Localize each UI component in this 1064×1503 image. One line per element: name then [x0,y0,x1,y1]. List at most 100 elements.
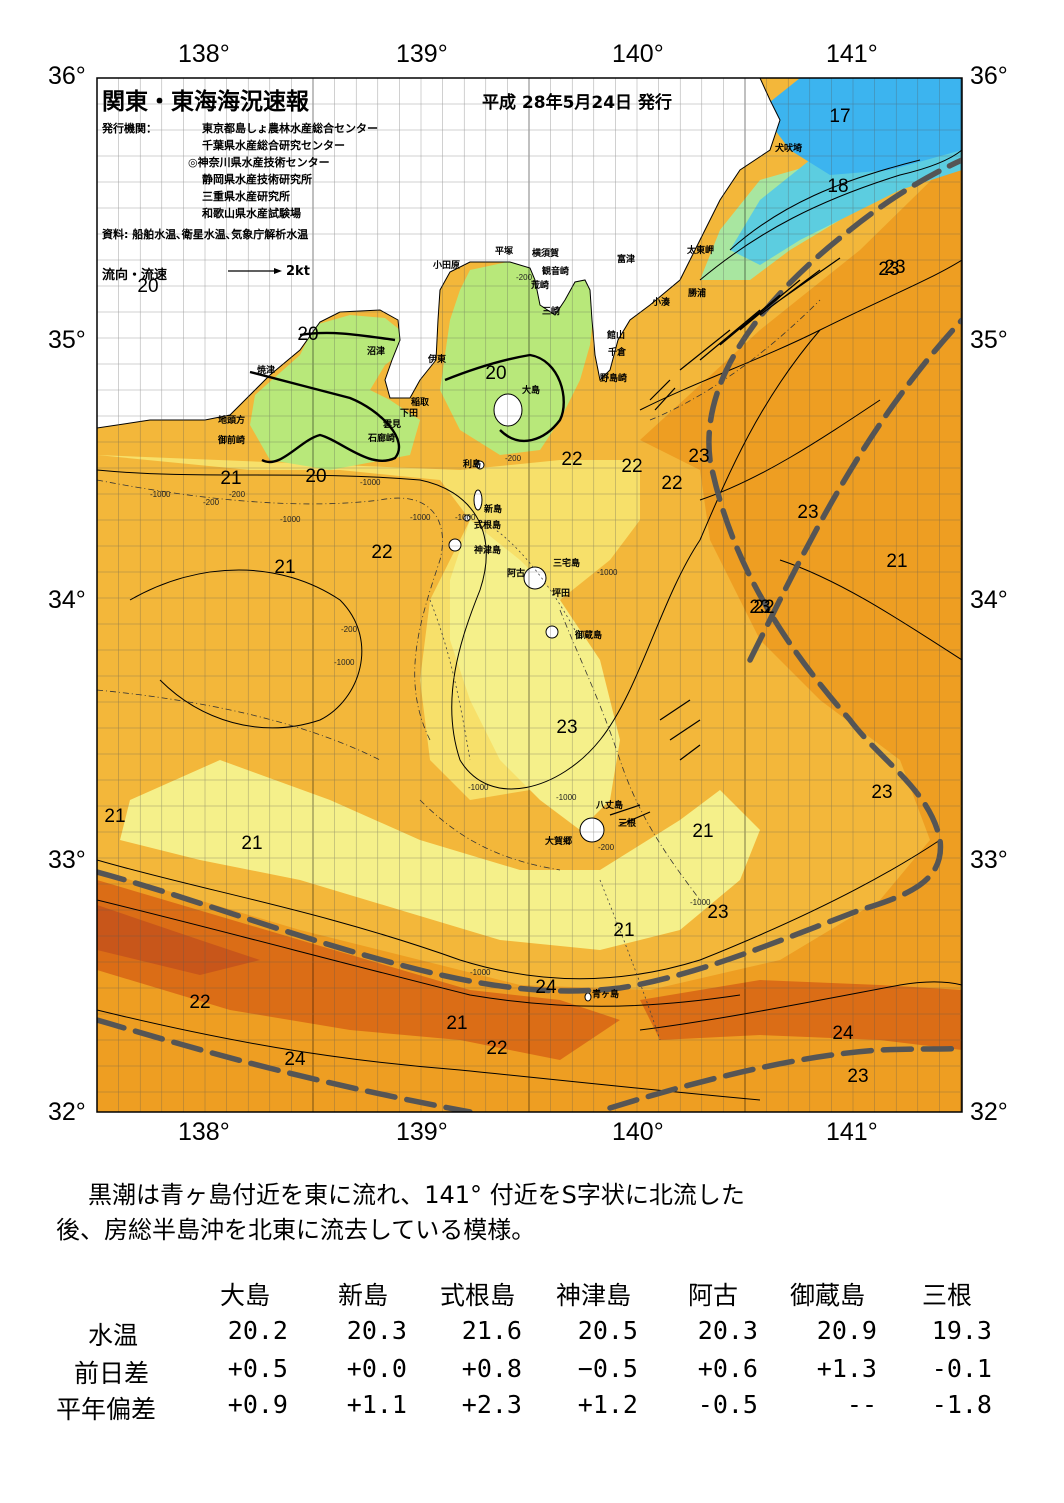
place-label: 大賀郷 [545,835,572,847]
depth-contours [97,299,821,901]
table-cell: 20.2 [227,1316,288,1345]
lat-right-33: 33° [970,846,1008,874]
lon-bottom-139: 139° [396,1118,448,1146]
table-row-label: 前日差 [74,1359,150,1388]
data-sources: 資料: 船舶水温､衛星水温､気象庁解析水温 [102,228,309,241]
isotherm-label: 23 [847,1066,868,1087]
island-aogashima [584,992,592,1002]
isotherm-label: 20 [305,466,326,487]
place-label: 野島崎 [600,372,627,384]
issuer-label: 発行機関： [102,122,157,135]
depth-label: -200 [229,490,246,499]
page-title: 関東・東海海況速報 [102,89,309,115]
island-niijima [473,489,483,511]
table-cell: +0.6 [697,1354,758,1383]
lon-bottom-141: 141° [826,1118,878,1146]
place-label: 石廊崎 [367,432,395,444]
land-honshu [97,78,781,429]
table-cell: −0.5 [577,1354,638,1383]
place-label: 横須賀 [532,247,559,259]
lon-top-138: 138° [178,40,230,68]
depth-label: -1000 [468,783,489,792]
issue-date: 平成 28年5月24日 発行 [482,93,672,113]
isotherm-label: 22 [621,456,642,477]
current-legend-scale: 2kt [286,264,310,279]
place-label: 稲取 [411,396,430,408]
island-mikura [545,625,559,639]
table-cell: +0.8 [461,1354,522,1383]
issuer-5: 三重県水産研究所 [202,190,290,203]
place-label: 地頭方 [218,414,245,426]
place-label: 平塚 [495,245,513,257]
table-row-label: 平年偏差 [56,1395,157,1424]
isotherm-label: 22 [486,1038,507,1059]
place-label: 三宅島 [553,557,580,569]
table-cell: -0.1 [931,1354,992,1383]
lat-right-34: 34° [970,586,1008,614]
issuer-2: 千葉県水産総合研究センター [202,139,345,152]
lat-right-36: 36° [970,62,1008,90]
place-label: 沼津 [367,345,385,357]
col-ako: 阿古 [688,1281,739,1310]
table-cell: +0.5 [227,1354,288,1383]
place-label: 太東岬 [686,244,714,256]
issuer-6: 和歌山県水産試験場 [202,207,301,220]
table-cell: +1.1 [346,1390,407,1419]
summary-line-2: 後、房総半島沖を北東に流去している模様。 [56,1216,536,1244]
depth-label: -200 [598,843,615,852]
lat-left-34: 34° [48,586,86,614]
table-cell: +1.2 [577,1390,638,1419]
depth-label: -200 [341,625,358,634]
col-niijima: 新島 [338,1281,389,1310]
summary: 黒潮は青ヶ島付近を東に流れ、141° 付近をS字状に北流した 後、房総半島沖を北… [56,1178,1016,1248]
isotherm-label: 21 [613,920,634,941]
depth-label: -200 [203,498,220,507]
lat-right-35: 35° [970,326,1008,354]
isotherm-label: 23 [556,717,577,738]
depth-label: -1000 [690,898,711,907]
table-cell: 20.3 [346,1316,407,1345]
place-label: 伊東 [427,353,446,365]
place-label: 小田原 [432,259,460,271]
isotherm-label: 20 [297,324,318,345]
place-label: 富津 [617,253,635,265]
place-label: 下田 [400,408,418,419]
isotherm-label: 24 [832,1023,854,1044]
table-cell: 20.9 [816,1316,877,1345]
table-cell: +0.0 [346,1354,407,1383]
isotherm-label: 23 [797,502,818,523]
isotherm-label: 20 [485,363,506,384]
depth-label: -1000 [556,793,577,802]
island-toshima [475,460,485,470]
isotherm-label: 23 [688,446,709,467]
isotherm-label: 24 [284,1049,306,1070]
place-label: 犬吠埼 [774,142,802,154]
place-label: 神津島 [474,544,501,556]
table-cell: 20.3 [697,1316,758,1345]
depth-label: -200 [505,454,522,463]
col-kozushima: 神津島 [556,1281,632,1310]
place-label: 勝浦 [688,287,706,299]
place-label: 坪田 [552,587,570,599]
island-oshima [493,393,523,427]
table-cell: +2.3 [461,1390,522,1419]
place-label: 観音崎 [542,265,569,277]
table-cell: 19.3 [931,1316,992,1345]
isotherm-label: 21 [220,468,241,489]
isotherm-label: 23 [884,257,905,278]
island-kozu [448,538,462,552]
zone-21-central [450,520,620,830]
place-label: 御前崎 [217,434,245,446]
island-miyake [523,566,547,590]
depth-contours-dotted [429,519,661,1041]
lat-left-36: 36° [48,62,86,90]
isotherm-label: 22 [561,449,582,470]
isotherm-label: 18 [827,176,848,197]
isotherm-label: 24 [535,977,557,998]
issuer-1: 東京都島しょ農林水産総合センター [202,122,378,135]
place-label: 雲見 [383,418,401,430]
isotherm-label: 22 [753,597,774,618]
depth-labels: -200 -1000 -200 -1000 -200 -1000 -200 -1000 -100… [150,273,711,977]
table-cell: -0.5 [697,1390,758,1419]
